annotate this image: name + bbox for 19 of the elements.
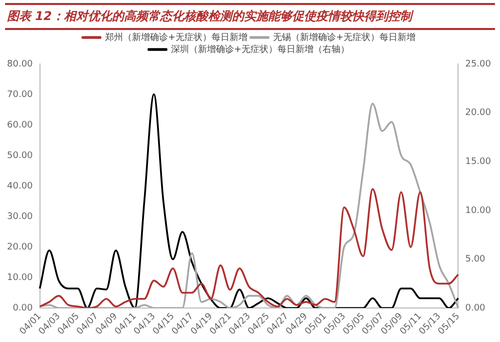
- y-tick-label: 0.00: [12, 303, 34, 314]
- y2-tick-label: 5.00: [465, 254, 486, 265]
- y-tick-label: 10.00: [7, 272, 34, 283]
- legend-label: 郑州（新增确诊+无症状）每日新增: [104, 32, 248, 43]
- y-tick-label: 30.00: [7, 212, 34, 222]
- y2-tick-label: 25.00: [465, 59, 492, 70]
- y-tick-label: 70.00: [7, 90, 34, 100]
- y-tick-label: 40.00: [7, 181, 34, 192]
- y2-tick-label: 20.00: [465, 108, 492, 118]
- y-tick-label: 20.00: [7, 242, 34, 252]
- chart-title: 图表 12：相对优化的高频常态化核酸检测的实施能够促使疫情较快得到控制: [5, 3, 495, 30]
- legend-label: 无锡（新增确诊+无症状）每日新增: [273, 32, 416, 43]
- y-tick-label: 80.00: [7, 59, 34, 70]
- y-tick-label: 50.00: [7, 150, 34, 161]
- legend-label: 深圳（新增确诊+无症状）每日新增（右轴）: [170, 44, 350, 55]
- y2-tick-label: 15.00: [465, 156, 492, 167]
- y2-tick-label: 10.00: [465, 206, 492, 216]
- y-tick-label: 60.00: [7, 120, 34, 130]
- y2-tick-label: 0.00: [465, 303, 486, 314]
